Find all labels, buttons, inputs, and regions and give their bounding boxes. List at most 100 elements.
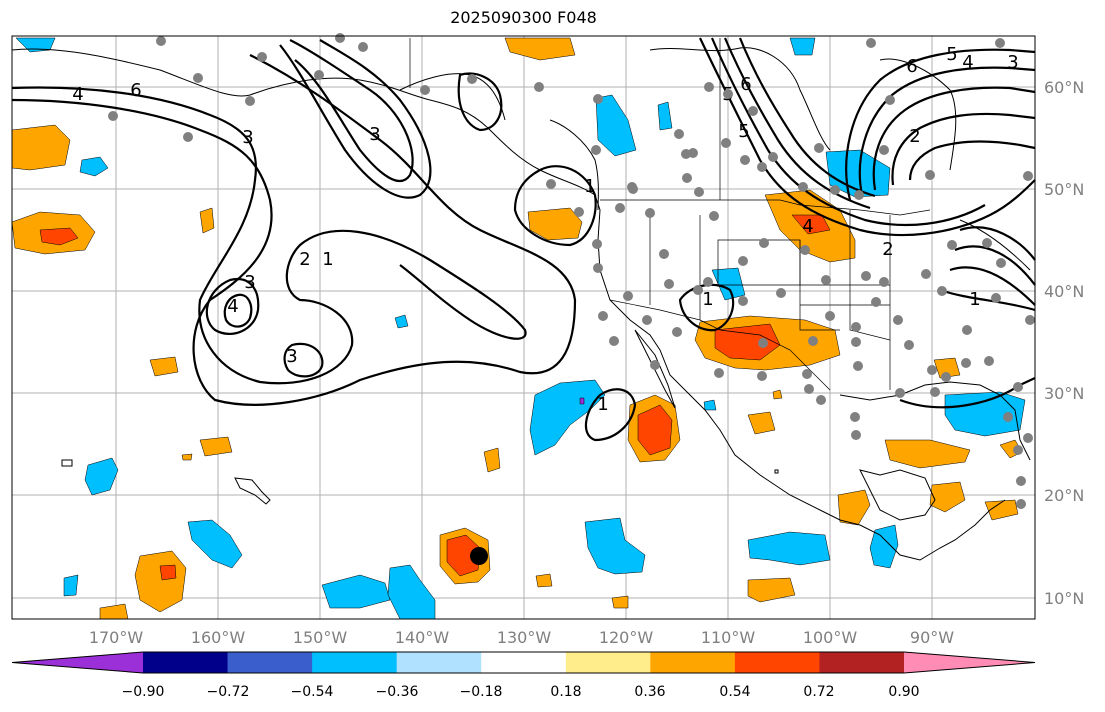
contour-label: 2: [909, 126, 920, 147]
colorbar-segment: [819, 652, 905, 673]
colorbar-segment: [650, 652, 736, 673]
shade-orange: [483, 447, 501, 473]
shade-blue: [79, 156, 109, 177]
shade-blue: [187, 519, 243, 569]
contour-label: 3: [1007, 52, 1018, 73]
colorbar-tick-label: −0.90: [122, 684, 165, 700]
colorbar-tick-label: −0.72: [207, 684, 250, 700]
shade-blue: [84, 457, 119, 496]
shade-blue: [703, 399, 717, 411]
station-markers: [108, 33, 1035, 509]
shade-orange: [837, 489, 871, 526]
lon-label: 110°W: [701, 628, 756, 647]
shade-blue: [529, 379, 606, 456]
contour-label: 6: [906, 56, 917, 77]
contour-label: 4: [802, 216, 813, 237]
lat-label: 50°N: [1044, 180, 1084, 199]
shade-orange: [929, 481, 966, 513]
shade-red: [714, 323, 781, 361]
longitude-labels: 170°W 160°W 150°W 140°W 130°W 120°W 110°…: [89, 628, 954, 647]
colorbar-tick-label: 0.18: [550, 684, 581, 700]
lon-label: 160°W: [191, 628, 246, 647]
colorbar-tick-label: 0.72: [803, 684, 834, 700]
colorbar-segment: [734, 652, 820, 673]
shade-red: [39, 227, 79, 246]
political-borders: [409, 38, 931, 391]
contour-label: 3: [244, 272, 255, 293]
shade-blue: [584, 517, 646, 575]
shade-orange: [11, 124, 71, 171]
shade-blue: [579, 397, 585, 405]
contour-label: 5: [738, 121, 749, 142]
colorbar-segment: [565, 652, 651, 673]
colorbar-tick-label: −0.54: [291, 684, 334, 700]
lon-label: 150°W: [293, 628, 348, 647]
shade-orange: [181, 453, 193, 461]
shade-blue: [394, 314, 409, 329]
lon-label: 140°W: [395, 628, 450, 647]
contour-labels: 4 6 3 3 2 1 3 4 3 1 1 1 6 5 5 6 5 4 3 2 …: [72, 44, 1018, 415]
map-title: 2025090300 F048: [450, 8, 597, 27]
colorbar-labels: −0.90 −0.72 −0.54 −0.36 −0.18 0.18 0.36 …: [122, 684, 920, 700]
shade-orange: [504, 37, 576, 61]
shade-blue: [944, 391, 1026, 437]
lon-label: 170°W: [89, 628, 144, 647]
lat-label: 30°N: [1044, 384, 1084, 403]
contour-label: 2: [299, 249, 310, 270]
colorbar-segment: [143, 652, 229, 673]
contour-label: 4: [72, 84, 83, 105]
shade-orange: [747, 411, 776, 435]
shade-blue: [711, 267, 746, 301]
shade-orange: [149, 356, 179, 377]
contour-label: 1: [969, 289, 980, 310]
colorbar-tick-label: 0.90: [888, 684, 919, 700]
lon-label: 120°W: [599, 628, 654, 647]
contour-label: 1: [702, 289, 713, 310]
contour-label: 3: [286, 346, 297, 367]
shade-orange: [884, 439, 971, 469]
lat-label: 60°N: [1044, 78, 1084, 97]
shade-blue: [63, 574, 79, 597]
colorbar-tick-label: −0.36: [376, 684, 419, 700]
colorbar-extend-low: [12, 652, 143, 673]
shade-orange: [984, 499, 1019, 521]
map-frame: [11, 35, 1036, 620]
shade-orange: [527, 207, 583, 241]
lon-label: 100°W: [803, 628, 858, 647]
contour-label: 5: [946, 44, 957, 65]
shade-red: [446, 534, 481, 577]
graticule: [12, 36, 1035, 619]
shade-orange: [933, 357, 961, 379]
shade-orange: [772, 389, 783, 400]
contour-label: 1: [584, 176, 595, 197]
contour-label: 1: [322, 249, 333, 270]
shade-orange: [747, 577, 796, 603]
contour-label: 6: [740, 74, 751, 95]
shade-blue: [789, 37, 816, 56]
colorbar-outline: [11, 651, 1036, 674]
shade-red: [637, 404, 673, 456]
contour-label: 4: [227, 296, 238, 317]
shade-blue: [321, 574, 391, 609]
shade-orange: [199, 436, 233, 457]
lon-label: 90°W: [910, 628, 954, 647]
shade-blue: [869, 524, 899, 569]
shade-blue: [657, 101, 673, 131]
contour-label: 6: [130, 80, 141, 101]
lat-label: 10°N: [1044, 589, 1084, 608]
latitude-labels: 60°N 50°N 40°N 30°N 20°N 10°N: [1044, 78, 1084, 608]
colorbar-tick-label: 0.54: [719, 684, 750, 700]
contour-label: 1: [597, 394, 608, 415]
shade-blue: [595, 94, 637, 157]
shade-orange: [611, 595, 629, 609]
lat-label: 20°N: [1044, 486, 1084, 505]
shade-orange: [199, 207, 215, 234]
shade-red: [791, 214, 831, 235]
colorbar-tick-label: −0.18: [460, 684, 503, 700]
contour-label: 3: [369, 124, 380, 145]
shade-red: [159, 564, 177, 581]
colorbar-tick-label: 0.36: [634, 684, 665, 700]
contour-label: 4: [962, 52, 973, 73]
contour-label: 2: [882, 239, 893, 260]
